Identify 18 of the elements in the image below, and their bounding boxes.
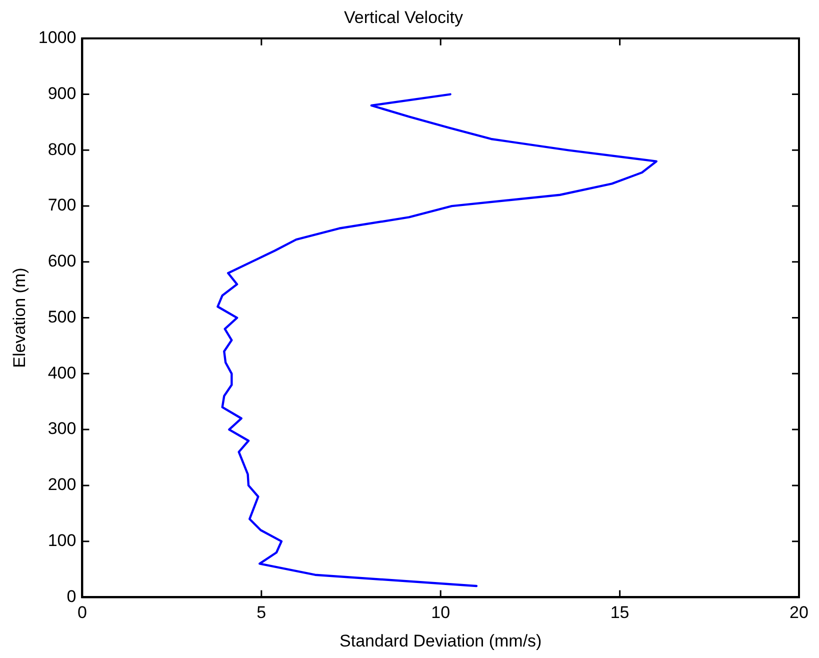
y-tick-label: 400: [48, 363, 76, 382]
y-tick-label: 800: [48, 140, 76, 159]
x-tick-label: 15: [610, 603, 630, 622]
y-tick-label: 1000: [38, 28, 76, 48]
y-tick-label: 0: [66, 586, 76, 606]
x-axis-title: Standard Deviation (mm/s): [340, 631, 542, 650]
y-axis-title: Elevation (m): [10, 268, 29, 368]
y-tick-label: 100: [48, 531, 76, 550]
y-tick-label: 700: [48, 196, 76, 215]
x-tick-label: 5: [256, 603, 266, 622]
y-tick-label: 600: [48, 252, 76, 271]
y-tick-label: 500: [48, 307, 76, 326]
y-tick-label: 900: [48, 84, 76, 103]
chart-title: Vertical Velocity: [344, 8, 464, 27]
y-tick-label: 300: [48, 419, 76, 438]
y-tick-label: 200: [48, 475, 76, 494]
x-tick-label: 20: [790, 603, 808, 622]
x-tick-label: 10: [431, 603, 450, 622]
